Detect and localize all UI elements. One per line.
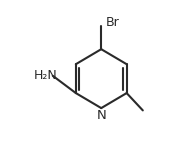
Text: Br: Br bbox=[106, 16, 120, 29]
Text: N: N bbox=[96, 109, 106, 122]
Text: H₂N: H₂N bbox=[34, 69, 58, 82]
